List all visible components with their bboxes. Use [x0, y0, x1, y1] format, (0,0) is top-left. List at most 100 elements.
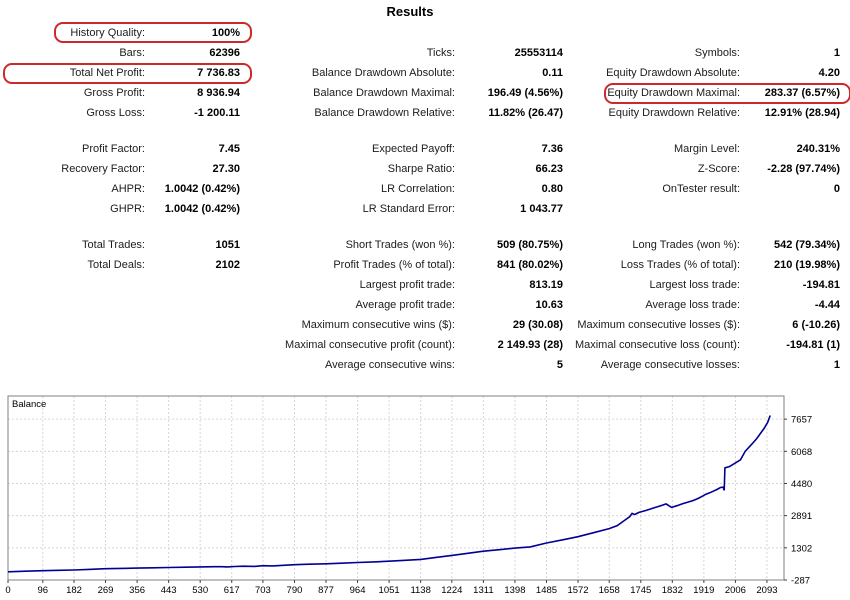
stat-value: 240.31%	[796, 143, 840, 155]
stat-label: LR Standard Error:	[362, 203, 455, 215]
stat-label: Average profit trade:	[355, 299, 455, 311]
stat-value: 509 (80.75%)	[496, 239, 563, 251]
stat-value: 2102	[215, 259, 240, 271]
stat-label: GHPR:	[110, 203, 145, 215]
stat-label: Total Trades:	[82, 239, 145, 251]
stat-value: -1 200.11	[194, 107, 240, 119]
stat-label: Total Deals:	[87, 259, 145, 271]
stat-value: 1	[833, 47, 840, 59]
x-tick-label: 877	[318, 585, 334, 596]
stat-label: Profit Factor:	[82, 143, 145, 155]
stat-value: 7.45	[218, 143, 240, 155]
stat-value: 196.49 (4.56%)	[487, 87, 563, 99]
x-tick-label: 964	[350, 585, 366, 596]
y-tick-label: 4480	[791, 479, 812, 490]
stat-value: 813.19	[529, 279, 563, 291]
stat-label: Maximum consecutive wins ($):	[301, 319, 455, 331]
stat-value: 62396	[209, 47, 240, 59]
stat-value: 11.82% (26.47)	[488, 107, 563, 119]
stat-label: AHPR:	[111, 183, 145, 195]
stat-label: History Quality:	[70, 27, 145, 39]
x-tick-label: 269	[98, 585, 114, 596]
x-tick-label: 96	[38, 585, 49, 596]
stat-label: OnTester result:	[662, 183, 740, 195]
x-tick-label: 1919	[693, 585, 714, 596]
x-tick-label: 2006	[725, 585, 746, 596]
stat-block-3: Total Trades: 1051 Short Trades (won %): 50…	[0, 235, 850, 375]
stat-label: Largest loss trade:	[649, 279, 741, 291]
stat-label: Short Trades (won %):	[345, 239, 455, 251]
stat-value: -4.44	[814, 299, 840, 311]
stat-label: Total Net Profit:	[69, 67, 145, 79]
stat-value: 25553114	[514, 47, 563, 59]
x-tick-label: 1745	[630, 585, 651, 596]
x-tick-label: 1398	[504, 585, 525, 596]
stat-value: 283.37 (6.57%)	[764, 87, 840, 99]
y-tick-label: 2891	[791, 511, 812, 522]
x-tick-label: 617	[224, 585, 240, 596]
stat-label: Maximal consecutive profit (count):	[285, 339, 455, 351]
x-tick-label: 1138	[410, 585, 430, 596]
x-tick-label: 1311	[473, 585, 493, 596]
stat-label: Symbols:	[694, 47, 740, 59]
page-title: Results	[386, 4, 434, 19]
stat-label: Equity Drawdown Relative:	[608, 107, 740, 119]
x-tick-label: 0	[5, 585, 10, 596]
x-tick-label: 1658	[599, 585, 620, 596]
stat-label: LR Correlation:	[381, 183, 455, 195]
x-tick-label: 2093	[756, 585, 777, 596]
x-tick-label: 703	[255, 585, 271, 596]
x-tick-label: 1224	[441, 585, 462, 596]
x-tick-label: 1051	[379, 585, 400, 596]
stat-block-1: History Quality: 100% Bars: 62396 Ticks: 2555…	[0, 23, 850, 123]
stat-value: 7.36	[541, 143, 563, 155]
x-tick-label: 1832	[662, 585, 683, 596]
stat-value: 5	[556, 359, 563, 371]
stat-value: 1.0042 (0.42%)	[164, 183, 240, 195]
balance-chart: Balance 0 96 182 269 356 443 530 617 703 790 877 96…	[0, 390, 850, 600]
y-tick-label: 1302	[791, 543, 812, 554]
stat-value: 27.30	[212, 163, 240, 175]
y-tick-label: 7657	[791, 415, 812, 426]
stat-value: 6 (-10.26)	[792, 319, 840, 331]
stat-label: Recovery Factor:	[61, 163, 145, 175]
stat-value: 841 (80.02%)	[496, 259, 563, 271]
stat-label: Long Trades (won %):	[632, 239, 740, 251]
stat-label: Maximal consecutive loss (count):	[574, 339, 740, 351]
stat-label: Profit Trades (% of total):	[333, 259, 455, 271]
stat-label: Equity Drawdown Absolute:	[606, 67, 740, 79]
stat-value: -194.81	[802, 279, 840, 291]
stat-value: 542 (79.34%)	[773, 239, 840, 251]
stat-label: Largest profit trade:	[359, 279, 455, 291]
stat-value: 66.23	[535, 163, 563, 175]
stat-value: 1051	[215, 239, 240, 251]
stat-value: 1.0042 (0.42%)	[164, 203, 240, 215]
balance-chart-canvas: 0 96 182 269 356 443 530 617 703 790 877 964 1051 113…	[5, 395, 812, 596]
stat-label: Bars:	[119, 47, 145, 59]
stat-value: 7 736.83	[197, 67, 240, 79]
stat-label: Ticks:	[426, 47, 455, 59]
y-tick-label: 6068	[791, 447, 812, 458]
y-tick-label: -287	[791, 576, 810, 587]
x-tick-label: 1485	[536, 585, 557, 596]
stat-label: Loss Trades (% of total):	[620, 259, 740, 271]
x-tick-label: 530	[192, 585, 208, 596]
stat-value: 0	[833, 183, 840, 195]
x-tick-label: 356	[129, 585, 145, 596]
plot-border	[7, 395, 785, 581]
stat-label: Z-Score:	[697, 163, 740, 175]
stat-label: Average consecutive wins:	[324, 359, 455, 371]
stat-value: 8 936.94	[197, 87, 240, 99]
stat-label: Expected Payoff:	[372, 143, 455, 155]
stat-value: -194.81 (1)	[786, 339, 840, 351]
stat-label: Margin Level:	[673, 143, 740, 155]
x-tick-label: 1572	[567, 585, 588, 596]
stat-label: Equity Drawdown Maximal:	[607, 87, 740, 99]
x-tick-label: 790	[287, 585, 303, 596]
stat-value: 100%	[211, 27, 240, 39]
stat-value: 29 (30.08)	[512, 319, 563, 331]
stat-value: 12.91% (28.94)	[764, 107, 840, 119]
balance-series-line	[7, 415, 771, 573]
stat-label: Balance Drawdown Maximal:	[313, 87, 455, 99]
stat-label: Gross Profit:	[83, 87, 145, 99]
